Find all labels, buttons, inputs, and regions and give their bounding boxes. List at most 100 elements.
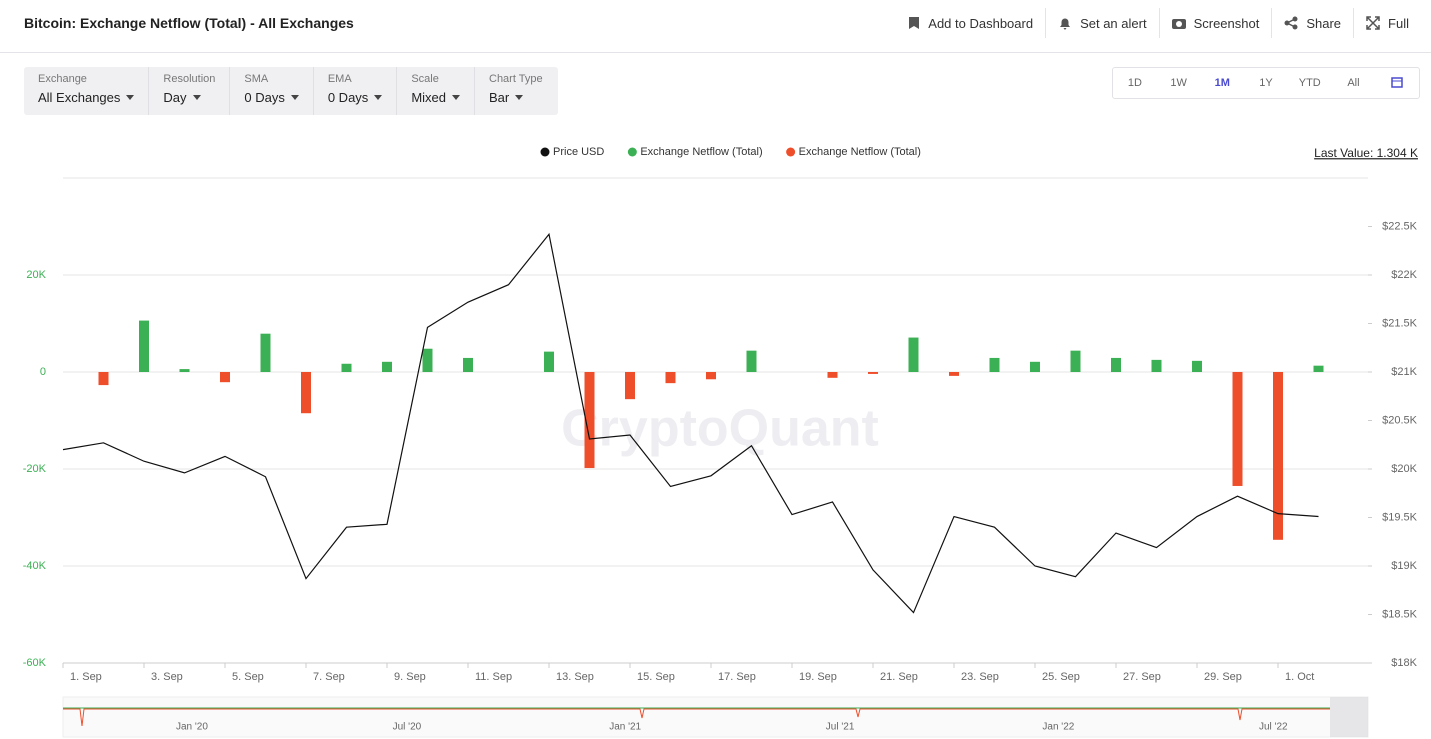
range-button[interactable]: 1Y xyxy=(1259,77,1273,89)
range-button[interactable]: YTD xyxy=(1298,77,1321,89)
control-label: SMA xyxy=(244,73,269,85)
bar xyxy=(179,369,190,372)
navigator-label: Jan '22 xyxy=(1042,722,1074,733)
bar xyxy=(139,320,149,372)
legend-marker xyxy=(786,147,796,157)
icon xyxy=(1284,16,1298,30)
x-tick-label: 9. Sep xyxy=(394,671,426,683)
y-tick-label: -60K xyxy=(23,657,47,669)
y2-tick-label: $21.5K xyxy=(1382,317,1418,329)
range-button[interactable]: 1M xyxy=(1214,77,1230,89)
control-label: Chart Type xyxy=(489,73,543,85)
bar xyxy=(260,333,271,372)
action-label: Share xyxy=(1306,15,1342,31)
x-tick-label: 15. Sep xyxy=(637,671,675,683)
x-tick-label: 3. Sep xyxy=(151,671,183,683)
y2-tick-label: $20K xyxy=(1391,463,1417,475)
bar xyxy=(625,372,635,400)
bar xyxy=(908,337,919,372)
x-tick-label: 5. Sep xyxy=(232,671,264,683)
last-value[interactable]: Last Value: 1.304 K xyxy=(1314,146,1418,160)
bar xyxy=(827,372,838,378)
bar xyxy=(1151,359,1162,372)
range-button[interactable]: All xyxy=(1347,77,1360,89)
bar xyxy=(1273,372,1283,540)
bar xyxy=(1111,357,1121,372)
x-tick-label: 1. Sep xyxy=(70,671,102,683)
share-button[interactable]: Share xyxy=(1271,8,1353,38)
price-line xyxy=(62,232,1319,614)
control[interactable]: Exchange All Exchanges xyxy=(24,67,150,115)
x-tick-label: 19. Sep xyxy=(799,671,837,683)
action-label: Add to Dashboard xyxy=(928,15,1034,31)
bar xyxy=(1232,372,1243,486)
page-title: Bitcoin: Exchange Netflow (Total) - All … xyxy=(24,15,354,31)
fullscreen-button[interactable]: Full xyxy=(1353,8,1421,38)
icon xyxy=(909,17,920,29)
y2-tick-label: $18K xyxy=(1391,657,1417,669)
add-dashboard-button[interactable]: Add to Dashboard xyxy=(896,8,1045,38)
control-label: Scale xyxy=(411,73,439,85)
icon xyxy=(1060,18,1071,30)
alert-button[interactable]: Set an alert xyxy=(1045,8,1159,38)
bar xyxy=(1192,360,1202,372)
x-tick-label: 11. Sep xyxy=(475,671,512,683)
x-tick-label: 27. Sep xyxy=(1123,671,1161,683)
bar xyxy=(665,372,676,384)
screenshot-button[interactable]: Screenshot xyxy=(1158,8,1272,38)
navigator-label: Jul '21 xyxy=(826,722,855,733)
bar xyxy=(1030,361,1040,372)
header: Bitcoin: Exchange Netflow (Total) - All … xyxy=(0,0,1431,53)
y-tick-label: 20K xyxy=(26,269,46,281)
navigator-label: Jan '21 xyxy=(609,722,641,733)
y2-tick-label: $19K xyxy=(1391,560,1417,572)
legend-label: Exchange Netflow (Total) xyxy=(799,146,921,158)
bar xyxy=(98,372,109,386)
x-tick-label: 17. Sep xyxy=(718,671,756,683)
legend-marker xyxy=(627,147,637,157)
x-tick-label: 1. Oct xyxy=(1285,671,1314,683)
y-tick-label: 0 xyxy=(40,366,46,378)
control[interactable]: SMA 0 Days xyxy=(230,67,314,115)
watermark: CryptoQuant xyxy=(561,400,879,458)
control[interactable]: Scale Mixed xyxy=(397,67,475,115)
icon xyxy=(1391,76,1403,88)
control-value: All Exchanges xyxy=(38,90,134,105)
bar xyxy=(746,350,757,372)
action-label: Screenshot xyxy=(1193,15,1260,31)
bar xyxy=(989,357,1000,372)
navigator-label: Jan '20 xyxy=(176,722,208,733)
legend-marker xyxy=(540,147,550,157)
navigator-window[interactable] xyxy=(1330,697,1368,737)
navigator-label: Jul '22 xyxy=(1259,722,1288,733)
bar xyxy=(1070,350,1081,372)
bar xyxy=(382,361,392,372)
range-selector: 1D 1W 1M 1Y YTD All xyxy=(1112,67,1420,99)
y2-tick-label: $21K xyxy=(1391,366,1417,378)
control-value: Mixed xyxy=(411,90,460,105)
navigator-series xyxy=(63,708,1330,727)
legend-label: Price USD xyxy=(553,146,604,158)
control[interactable]: Resolution Day xyxy=(149,67,231,115)
range-button[interactable]: 1W xyxy=(1170,77,1187,89)
y2-tick-label: $19.5K xyxy=(1382,511,1418,523)
x-tick-label: 29. Sep xyxy=(1204,671,1242,683)
bar xyxy=(706,372,716,380)
y2-tick-label: $22.5K xyxy=(1382,220,1418,232)
control[interactable]: Chart Type Bar xyxy=(475,67,557,115)
navigator xyxy=(62,696,1369,738)
control-label: EMA xyxy=(327,73,352,85)
control-value: 0 Days xyxy=(244,90,298,105)
x-tick-label: 7. Sep xyxy=(313,671,345,683)
calendar-button[interactable] xyxy=(1375,76,1419,91)
x-tick-label: 25. Sep xyxy=(1042,671,1080,683)
y2-tick-label: $20.5K xyxy=(1382,414,1418,426)
range-button[interactable]: 1D xyxy=(1127,77,1142,89)
control[interactable]: EMA 0 Days xyxy=(314,67,398,115)
control-value: 0 Days xyxy=(328,90,382,105)
controls: Exchange All Exchanges Resolution Day SMA 0 D… xyxy=(24,67,558,115)
bar xyxy=(1313,365,1324,372)
control-value: Day xyxy=(163,90,215,105)
x-tick-label: 21. Sep xyxy=(880,671,918,683)
